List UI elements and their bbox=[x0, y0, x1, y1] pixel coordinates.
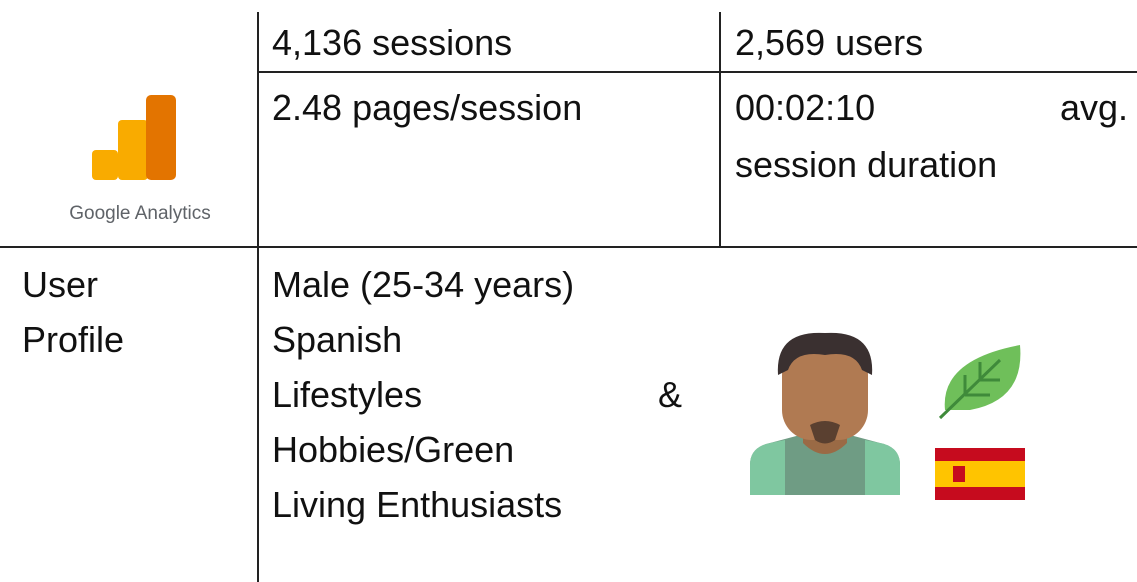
divider bbox=[0, 246, 1137, 248]
profile-label: User bbox=[22, 257, 98, 312]
profile-line: Lifestyles & bbox=[272, 367, 682, 422]
profile-label: Profile bbox=[22, 312, 124, 367]
page: Google Analytics 4,136 sessions 2,569 us… bbox=[0, 0, 1137, 582]
metric: 00:02:10 avg. bbox=[735, 80, 1128, 135]
profile-icons bbox=[740, 325, 1040, 505]
metric: session duration bbox=[735, 137, 997, 192]
metric: 4,136 sessions bbox=[272, 15, 512, 70]
divider bbox=[719, 12, 721, 246]
profile-line: Male (25-34 years) bbox=[272, 257, 574, 312]
ga-logo bbox=[80, 90, 190, 185]
divider bbox=[257, 12, 259, 582]
profile-line: Living Enthusiasts bbox=[272, 477, 562, 532]
profile-line: Spanish bbox=[272, 312, 402, 367]
metric: 2,569 users bbox=[735, 15, 923, 70]
metric: 2.48 pages/session bbox=[272, 80, 582, 135]
logo-label: Google Analytics bbox=[40, 186, 240, 241]
divider bbox=[258, 71, 1137, 73]
profile-line: Hobbies/Green bbox=[272, 422, 514, 477]
